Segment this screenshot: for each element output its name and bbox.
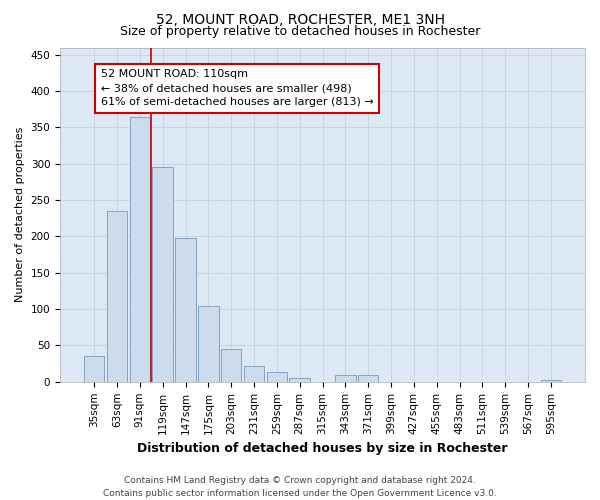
Bar xyxy=(335,376,356,382)
Bar xyxy=(152,168,173,382)
Bar xyxy=(175,238,196,382)
Bar xyxy=(266,372,287,382)
Bar xyxy=(244,366,264,382)
Bar xyxy=(198,306,218,382)
X-axis label: Distribution of detached houses by size in Rochester: Distribution of detached houses by size … xyxy=(137,442,508,455)
Text: 52 MOUNT ROAD: 110sqm
← 38% of detached houses are smaller (498)
61% of semi-det: 52 MOUNT ROAD: 110sqm ← 38% of detached … xyxy=(101,70,374,108)
Text: Contains HM Land Registry data © Crown copyright and database right 2024.
Contai: Contains HM Land Registry data © Crown c… xyxy=(103,476,497,498)
Bar xyxy=(130,116,150,382)
Text: 52, MOUNT ROAD, ROCHESTER, ME1 3NH: 52, MOUNT ROAD, ROCHESTER, ME1 3NH xyxy=(155,12,445,26)
Bar xyxy=(107,211,127,382)
Bar xyxy=(289,378,310,382)
Bar xyxy=(541,380,561,382)
Text: Size of property relative to detached houses in Rochester: Size of property relative to detached ho… xyxy=(120,25,480,38)
Bar xyxy=(221,349,241,382)
Bar xyxy=(358,376,379,382)
Y-axis label: Number of detached properties: Number of detached properties xyxy=(15,127,25,302)
Bar xyxy=(84,356,104,382)
